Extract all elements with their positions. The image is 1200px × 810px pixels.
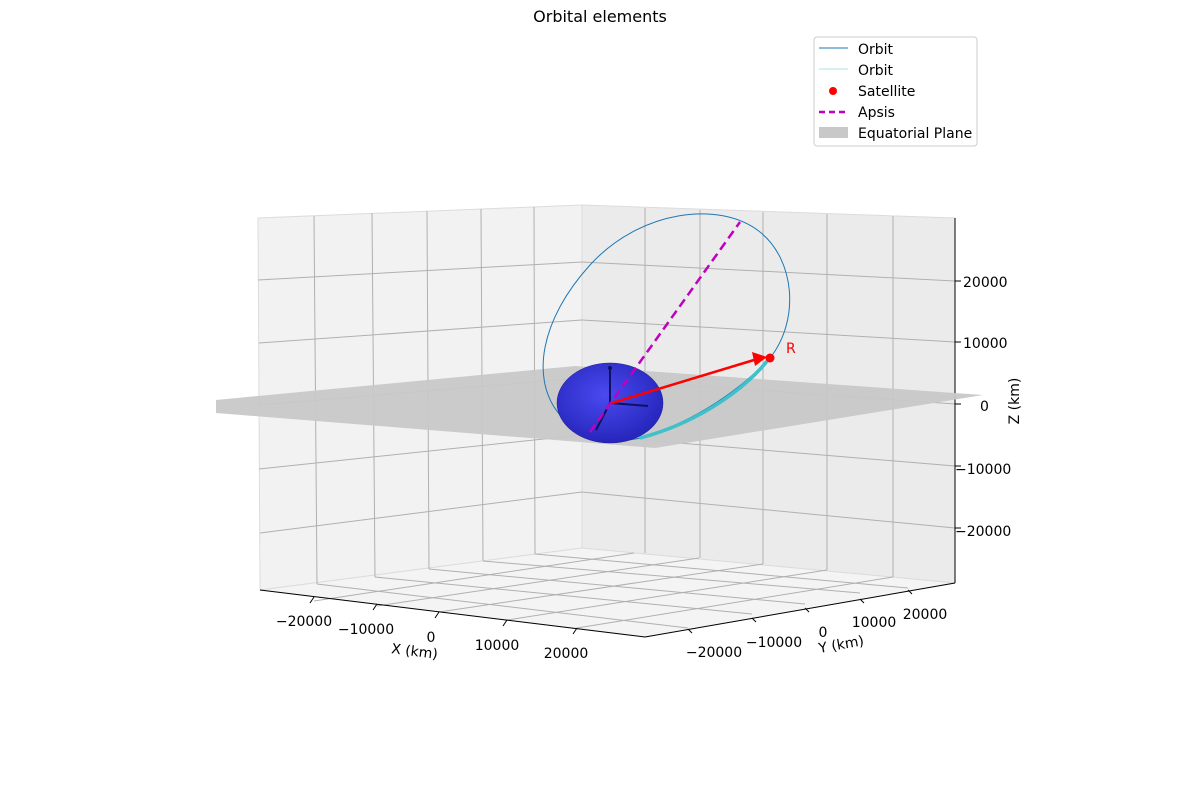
y-tick-label-5: 20000 <box>903 607 948 623</box>
apsis-line <box>588 221 742 433</box>
legend-swatch-equatorial-plane <box>819 127 848 138</box>
y-tick-label-1: −20000 <box>686 645 742 661</box>
y-axis-line <box>644 582 956 638</box>
x-tick-label-1: −20000 <box>276 614 332 630</box>
z-axis-label: Z (km) <box>1007 378 1023 425</box>
x-tick-label-4: 10000 <box>475 638 520 654</box>
position-vector <box>611 358 755 405</box>
legend-label-satellite: Satellite <box>858 84 915 100</box>
origin-frame-tip <box>608 366 612 370</box>
z-tick-label-5: 20000 <box>963 275 1008 291</box>
z-tick-label-2: −10000 <box>955 462 1011 478</box>
legend-label-orbit-2: Orbit <box>858 63 894 79</box>
x-tick-label-2: −10000 <box>338 622 394 638</box>
y-tick-label-2: −10000 <box>746 635 802 651</box>
x-axis-label: X (km) <box>390 641 438 663</box>
position-vector-arrowhead <box>752 352 767 366</box>
z-tick-label-4: 10000 <box>963 336 1008 352</box>
satellite-point <box>765 353 775 363</box>
r-annotation: R <box>786 341 796 357</box>
legend: Orbit Orbit Satellite Apsis Equatorial P… <box>813 36 978 147</box>
x-tick-label-3: 0 <box>427 630 436 646</box>
chart-title: Orbital elements <box>533 7 667 26</box>
x-tick-label-5: 20000 <box>544 646 589 662</box>
x-axis-line <box>259 589 646 638</box>
tick-marks <box>309 280 961 635</box>
z-tick-label-3: 0 <box>980 399 989 415</box>
orbit-arc <box>639 358 770 440</box>
legend-label-orbit-1: Orbit <box>858 42 894 58</box>
legend-label-apsis: Apsis <box>858 105 895 121</box>
legend-label-equatorial-plane: Equatorial Plane <box>858 126 972 142</box>
y-tick-label-4: 10000 <box>852 615 897 631</box>
y-axis-label: Y (km) <box>816 633 865 657</box>
z-tick-label-1: −20000 <box>955 524 1011 540</box>
legend-swatch-satellite <box>829 87 837 95</box>
y-tick-label-3: 0 <box>819 625 828 641</box>
